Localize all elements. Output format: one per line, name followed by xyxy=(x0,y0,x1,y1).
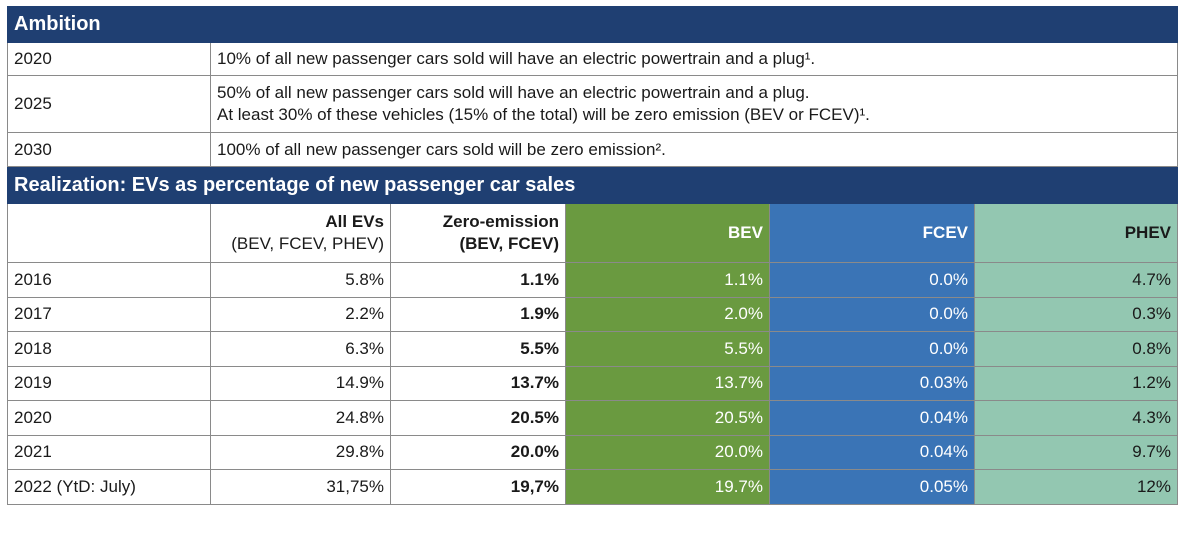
zero-emission-cell: 1.1% xyxy=(390,262,566,298)
bev-cell: 19.7% xyxy=(565,469,770,505)
zero-emission-cell: 20.0% xyxy=(390,434,566,470)
phev-cell: 4.3% xyxy=(974,400,1178,436)
zero-emission-header-label: Zero-emission xyxy=(442,212,559,231)
all-evs-cell: 14.9% xyxy=(210,365,391,401)
all-evs-cell: 2.2% xyxy=(210,296,391,332)
bev-cell: 1.1% xyxy=(565,262,770,298)
phev-cell: 12% xyxy=(974,469,1178,505)
all-evs-cell: 5.8% xyxy=(210,262,391,298)
bev-cell: 20.5% xyxy=(565,400,770,436)
fcev-cell: 0.0% xyxy=(769,262,975,298)
all-evs-column-header: All EVs (BEV, FCEV, PHEV) xyxy=(210,203,391,263)
bev-cell: 20.0% xyxy=(565,434,770,470)
fcev-cell: 0.03% xyxy=(769,365,975,401)
year-cell: 2020 xyxy=(7,400,211,436)
zero-emission-cell: 19,7% xyxy=(390,469,566,505)
year-cell: 2021 xyxy=(7,434,211,470)
ambition-text-line: 50% of all new passenger cars sold will … xyxy=(217,83,810,102)
bev-cell: 13.7% xyxy=(565,365,770,401)
phev-cell: 9.7% xyxy=(974,434,1178,470)
zero-emission-cell: 13.7% xyxy=(390,365,566,401)
phev-cell: 0.3% xyxy=(974,296,1178,332)
all-evs-cell: 24.8% xyxy=(210,400,391,436)
ambition-year: 2030 xyxy=(7,132,211,167)
year-cell: 2018 xyxy=(7,331,211,367)
ambition-row: 2025 50% of all new passenger cars sold … xyxy=(7,75,1178,133)
ambition-year: 2025 xyxy=(7,75,211,133)
ev-table-document: Ambition 2020 10% of all new passenger c… xyxy=(7,6,1178,505)
all-evs-header-sub: (BEV, FCEV, PHEV) xyxy=(231,234,384,253)
phev-cell: 1.2% xyxy=(974,365,1178,401)
ambition-text: 50% of all new passenger cars sold will … xyxy=(210,75,1178,133)
zero-emission-column-header: Zero-emission (BEV, FCEV) xyxy=(390,203,566,263)
phev-cell: 0.8% xyxy=(974,331,1178,367)
year-cell: 2022 (YtD: July) xyxy=(7,469,211,505)
year-cell: 2019 xyxy=(7,365,211,401)
ambition-text: 100% of all new passenger cars sold will… xyxy=(210,132,1178,167)
all-evs-cell: 29.8% xyxy=(210,434,391,470)
fcev-cell: 0.0% xyxy=(769,331,975,367)
fcev-cell: 0.04% xyxy=(769,400,975,436)
ambition-table: Ambition 2020 10% of all new passenger c… xyxy=(7,6,1178,167)
fcev-column-header: FCEV xyxy=(769,203,975,263)
table-row: 2017 2.2% 1.9% 2.0% 0.0% 0.3% xyxy=(7,296,1178,332)
table-row: 2019 14.9% 13.7% 13.7% 0.03% 1.2% xyxy=(7,365,1178,401)
bev-cell: 2.0% xyxy=(565,296,770,332)
bev-cell: 5.5% xyxy=(565,331,770,367)
bev-column-header: BEV xyxy=(565,203,770,263)
table-row: 2018 6.3% 5.5% 5.5% 0.0% 0.8% xyxy=(7,331,1178,367)
zero-emission-cell: 5.5% xyxy=(390,331,566,367)
ambition-year: 2020 xyxy=(7,42,211,76)
ambition-row: 2030 100% of all new passenger cars sold… xyxy=(7,132,1178,167)
zero-emission-cell: 1.9% xyxy=(390,296,566,332)
ambition-text-line: 10% of all new passenger cars sold will … xyxy=(217,49,816,68)
phev-cell: 4.7% xyxy=(974,262,1178,298)
ambition-text: 10% of all new passenger cars sold will … xyxy=(210,42,1178,76)
realization-table: Realization: EVs as percentage of new pa… xyxy=(7,167,1178,505)
fcev-cell: 0.04% xyxy=(769,434,975,470)
year-column-header xyxy=(7,203,211,263)
ambition-text-line: At least 30% of these vehicles (15% of t… xyxy=(217,105,870,124)
ambition-text-line: 100% of all new passenger cars sold will… xyxy=(217,139,666,159)
ambition-row: 2020 10% of all new passenger cars sold … xyxy=(7,42,1178,76)
fcev-cell: 0.0% xyxy=(769,296,975,332)
table-row: 2021 29.8% 20.0% 20.0% 0.04% 9.7% xyxy=(7,434,1178,470)
realization-header-row: Realization: EVs as percentage of new pa… xyxy=(7,167,1178,204)
ambition-header-row: Ambition xyxy=(7,6,1178,43)
zero-emission-header-sub: (BEV, FCEV) xyxy=(459,234,559,253)
year-cell: 2016 xyxy=(7,262,211,298)
zero-emission-cell: 20.5% xyxy=(390,400,566,436)
all-evs-header-label: All EVs xyxy=(325,212,384,231)
year-cell: 2017 xyxy=(7,296,211,332)
table-row: 2022 (YtD: July) 31,75% 19,7% 19.7% 0.05… xyxy=(7,469,1178,505)
fcev-cell: 0.05% xyxy=(769,469,975,505)
column-header-row: All EVs (BEV, FCEV, PHEV) Zero-emission … xyxy=(7,203,1178,263)
all-evs-cell: 6.3% xyxy=(210,331,391,367)
ambition-title: Ambition xyxy=(7,6,1178,43)
phev-column-header: PHEV xyxy=(974,203,1178,263)
realization-title: Realization: EVs as percentage of new pa… xyxy=(7,167,1178,204)
all-evs-cell: 31,75% xyxy=(210,469,391,505)
table-row: 2016 5.8% 1.1% 1.1% 0.0% 4.7% xyxy=(7,262,1178,298)
table-row: 2020 24.8% 20.5% 20.5% 0.04% 4.3% xyxy=(7,400,1178,436)
